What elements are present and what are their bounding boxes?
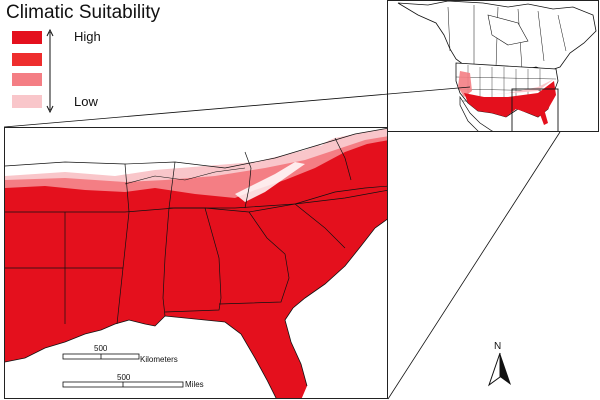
legend-scale-arrow xyxy=(46,28,54,114)
legend-low-label: Low xyxy=(74,94,98,109)
scale-mi-value: 500 xyxy=(117,373,131,382)
scale-mi-unit: Miles xyxy=(185,380,204,389)
legend-swatch-medium xyxy=(12,73,42,86)
north-america-map xyxy=(388,1,598,131)
legend-swatch-high xyxy=(12,53,42,66)
scale-km-value: 500 xyxy=(94,344,108,353)
north-arrow-icon xyxy=(488,352,511,387)
legend-swatch-highest xyxy=(12,31,42,44)
legend-title: Climatic Suitability xyxy=(6,2,161,23)
legend-high-label: High xyxy=(74,29,101,44)
scale-bars xyxy=(62,353,184,388)
north-arrow-label: N xyxy=(494,341,502,352)
southeast-us-map xyxy=(5,128,387,398)
inset-map xyxy=(387,0,599,132)
scale-km-unit: Kilometers xyxy=(140,355,178,364)
main-map: 500 Kilometers 500 Miles xyxy=(4,127,388,399)
legend-swatch-low xyxy=(12,95,42,108)
